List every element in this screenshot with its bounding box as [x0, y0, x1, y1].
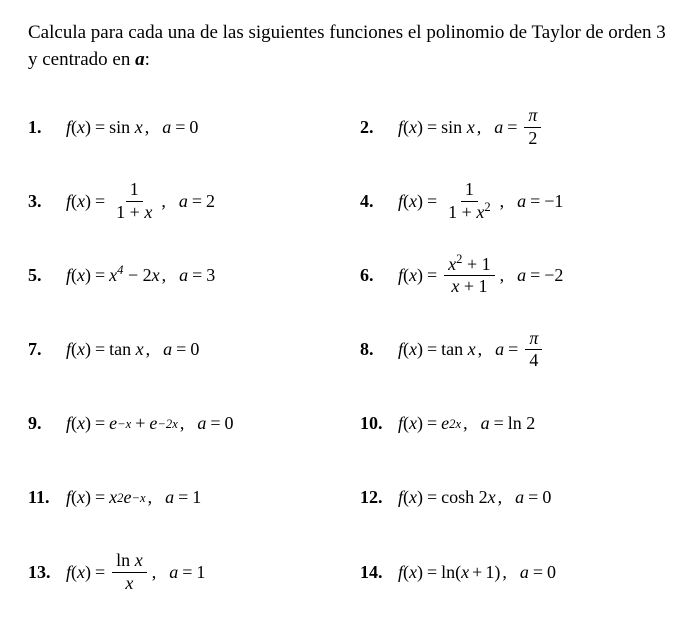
instruction-before: Calcula para cada una de las siguientes …: [28, 22, 666, 70]
problem-2: 2. f(x)=sin x, a=π2: [360, 105, 672, 149]
problem-9: 9. f(x)=e−x+e−2x, a=0: [28, 402, 340, 446]
problem-7: 7. f(x)=tan x, a=0: [28, 328, 340, 372]
problem-expression: f(x)=sin x, a=π2: [398, 105, 544, 149]
problem-1: 1. f(x)=sin x, a=0: [28, 105, 340, 149]
problem-number: 5.: [28, 265, 56, 286]
problem-3: 3. f(x)=11 + x, a=2: [28, 179, 340, 223]
problem-expression: f(x)=x4 − 2x, a=3: [66, 265, 215, 286]
problem-number: 9.: [28, 413, 56, 434]
problem-expression: f(x)=11 + x2, a=−1: [398, 179, 563, 223]
problem-number: 8.: [360, 339, 388, 360]
problem-expression: f(x)=e−x+e−2x, a=0: [66, 413, 233, 434]
problem-number: 12.: [360, 487, 388, 508]
problem-14: 14. f(x)=ln(x+1), a=0: [360, 550, 672, 594]
instruction-text: Calcula para cada una de las siguientes …: [28, 20, 672, 73]
problem-number: 3.: [28, 191, 56, 212]
problem-expression: f(x)=cosh 2x, a=0: [398, 487, 551, 508]
problem-number: 6.: [360, 265, 388, 286]
problems-grid: 1. f(x)=sin x, a=0 2. f(x)=sin x, a=π2 3…: [28, 105, 672, 594]
problem-number: 11.: [28, 487, 56, 508]
instruction-emph: a: [135, 49, 145, 70]
instruction-after: :: [145, 49, 150, 70]
problem-number: 13.: [28, 562, 56, 583]
problem-expression: f(x)=e2x, a=ln 2: [398, 413, 535, 434]
problem-13: 13. f(x)=ln xx, a=1: [28, 550, 340, 594]
problem-expression: f(x)=ln(x+1), a=0: [398, 562, 556, 583]
problem-number: 1.: [28, 117, 56, 138]
problem-number: 10.: [360, 413, 388, 434]
problem-number: 7.: [28, 339, 56, 360]
problem-number: 14.: [360, 562, 388, 583]
problem-6: 6. f(x)=x2 + 1x + 1, a=−2: [360, 254, 672, 298]
problem-8: 8. f(x)=tan x, a=π4: [360, 328, 672, 372]
problem-number: 4.: [360, 191, 388, 212]
problem-11: 11. f(x)=x2e−x, a=1: [28, 476, 340, 520]
problem-expression: f(x)=11 + x, a=2: [66, 179, 215, 223]
problem-expression: f(x)=x2 + 1x + 1, a=−2: [398, 254, 563, 298]
problem-12: 12. f(x)=cosh 2x, a=0: [360, 476, 672, 520]
problem-number: 2.: [360, 117, 388, 138]
problem-expression: f(x)=tan x, a=π4: [398, 328, 545, 372]
problem-10: 10. f(x)=e2x, a=ln 2: [360, 402, 672, 446]
problem-expression: f(x)=sin x, a=0: [66, 117, 198, 138]
problem-expression: f(x)=ln xx, a=1: [66, 550, 205, 594]
problem-4: 4. f(x)=11 + x2, a=−1: [360, 179, 672, 223]
problem-5: 5. f(x)=x4 − 2x, a=3: [28, 254, 340, 298]
problem-expression: f(x)=tan x, a=0: [66, 339, 199, 360]
problem-expression: f(x)=x2e−x, a=1: [66, 487, 201, 508]
